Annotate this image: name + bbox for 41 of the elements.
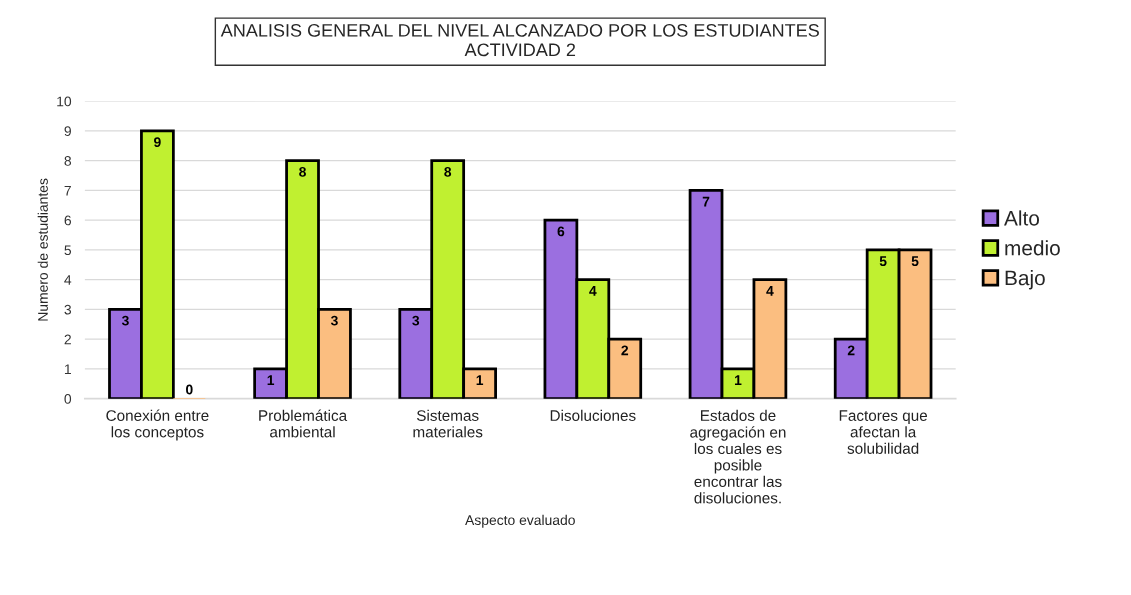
legend-label: medio xyxy=(1005,240,1060,256)
y-tick-label: 1 xyxy=(64,364,71,374)
x-tick-label: Problemática ambiental xyxy=(259,409,348,438)
data-label: 2 xyxy=(847,345,855,356)
data-label: 0 xyxy=(186,384,193,395)
y-tick-label: 2 xyxy=(64,334,71,345)
y-tick-label: 3 xyxy=(64,304,72,315)
x-tick-label: Estados de agregación en los cuales es posible encontrar las disoluciones. xyxy=(690,409,786,504)
y-tick-label: 8 xyxy=(64,155,72,166)
chart-title: ANALISIS GENERAL DEL NIVEL ALCANZADO POR LOS ESTUDIANTES ACTIVIDAD 2 xyxy=(220,23,819,57)
x-tick-label: Sistemas materiales xyxy=(413,409,483,438)
data-label: 9 xyxy=(154,137,161,148)
data-label: 1 xyxy=(476,375,484,385)
y-tick-label: 6 xyxy=(64,215,72,226)
y-tick-label: 7 xyxy=(64,185,71,196)
data-label: 3 xyxy=(412,315,420,326)
data-label: 2 xyxy=(621,345,629,356)
data-label: 4 xyxy=(766,286,774,296)
y-tick-label: 9 xyxy=(64,126,71,137)
data-label: 5 xyxy=(911,256,919,267)
data-label: 1 xyxy=(734,375,742,385)
x-tick-label: Conexión entre los conceptos xyxy=(106,409,209,441)
data-label: 8 xyxy=(299,166,306,177)
data-label: 6 xyxy=(557,226,565,237)
data-label: 8 xyxy=(444,166,452,177)
x-axis-title: Aspecto evaluado xyxy=(465,514,575,528)
legend-label: Bajo xyxy=(1005,270,1045,290)
y-tick-label: 4 xyxy=(64,275,72,285)
y-tick-label: 0 xyxy=(64,393,72,404)
data-label: 7 xyxy=(702,196,710,207)
x-tick-label: Disoluciones xyxy=(550,409,636,421)
data-label: 3 xyxy=(330,315,338,326)
data-label: 5 xyxy=(879,256,887,267)
legend-label: Alto xyxy=(1004,210,1040,226)
data-label: 1 xyxy=(267,375,275,385)
y-axis-title: Numero de estudiantes xyxy=(37,178,48,321)
y-tick-label: 10 xyxy=(57,96,72,107)
data-label: 4 xyxy=(589,286,597,296)
x-tick-label: Factores que afectan la solubilidad xyxy=(839,410,928,454)
y-tick-label: 5 xyxy=(64,245,72,256)
data-label: 3 xyxy=(121,315,129,326)
